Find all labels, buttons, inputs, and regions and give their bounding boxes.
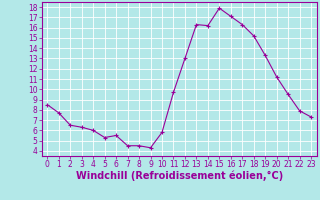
X-axis label: Windchill (Refroidissement éolien,°C): Windchill (Refroidissement éolien,°C) xyxy=(76,171,283,181)
